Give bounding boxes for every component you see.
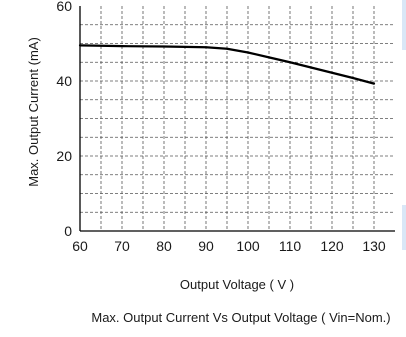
y-tick-label: 0	[64, 223, 72, 239]
series-line	[78, 44, 376, 85]
x-tick-label: 90	[198, 238, 214, 254]
x-tick-label: 110	[279, 238, 302, 254]
y-tick-label: 60	[56, 0, 72, 14]
chart-title: Max. Output Current Vs Output Voltage ( …	[91, 310, 390, 325]
y-tick-label: 40	[56, 73, 72, 89]
x-tick-label: 70	[114, 238, 130, 254]
series	[78, 44, 376, 85]
x-tick-label: 120	[320, 238, 344, 254]
edge-accent-top	[402, 0, 406, 50]
y-tick-label: 20	[56, 148, 72, 164]
axes	[79, 6, 395, 232]
x-tick-label: 80	[156, 238, 172, 254]
x-tick-label: 60	[72, 238, 88, 254]
y-axis-label: Max. Output Current (mA)	[26, 37, 41, 187]
grid	[80, 6, 395, 231]
x-tick-label: 130	[362, 238, 386, 254]
tick-labels: 60 70 80 90 100 110 120 130 0 20 40 60	[56, 0, 385, 254]
edge-accent-bottom	[402, 205, 406, 250]
x-tick-label: 100	[236, 238, 260, 254]
x-axis-label: Output Voltage ( V )	[180, 277, 294, 292]
